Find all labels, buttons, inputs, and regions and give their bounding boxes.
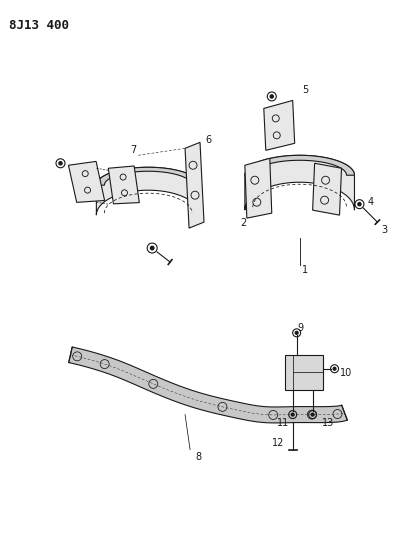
- Circle shape: [333, 367, 335, 370]
- Polygon shape: [244, 155, 354, 175]
- Polygon shape: [68, 161, 104, 203]
- Text: 7: 7: [130, 146, 136, 155]
- Polygon shape: [96, 167, 200, 215]
- Text: 2: 2: [239, 218, 245, 228]
- Circle shape: [270, 95, 273, 98]
- Circle shape: [150, 246, 153, 250]
- Polygon shape: [312, 163, 341, 215]
- Text: 3: 3: [380, 225, 386, 235]
- Polygon shape: [244, 158, 271, 218]
- Polygon shape: [185, 142, 203, 228]
- Text: 13: 13: [321, 417, 333, 427]
- Polygon shape: [96, 167, 200, 185]
- Text: 5: 5: [302, 85, 308, 95]
- Text: 4: 4: [367, 197, 373, 207]
- Text: 9: 9: [297, 323, 303, 333]
- Text: 1: 1: [301, 265, 307, 275]
- Text: 6: 6: [205, 135, 211, 146]
- Text: 8: 8: [194, 451, 200, 462]
- Text: 8J13 400: 8J13 400: [9, 19, 68, 31]
- Circle shape: [59, 161, 62, 165]
- Circle shape: [311, 413, 313, 416]
- Text: 10: 10: [339, 368, 351, 378]
- Polygon shape: [68, 347, 346, 423]
- Polygon shape: [108, 166, 139, 204]
- Circle shape: [294, 332, 297, 334]
- Circle shape: [290, 413, 293, 416]
- Polygon shape: [263, 100, 294, 150]
- Circle shape: [357, 203, 360, 206]
- Text: 11: 11: [276, 417, 288, 427]
- Text: 12: 12: [271, 438, 283, 448]
- Bar: [284, 355, 322, 390]
- Polygon shape: [244, 155, 354, 210]
